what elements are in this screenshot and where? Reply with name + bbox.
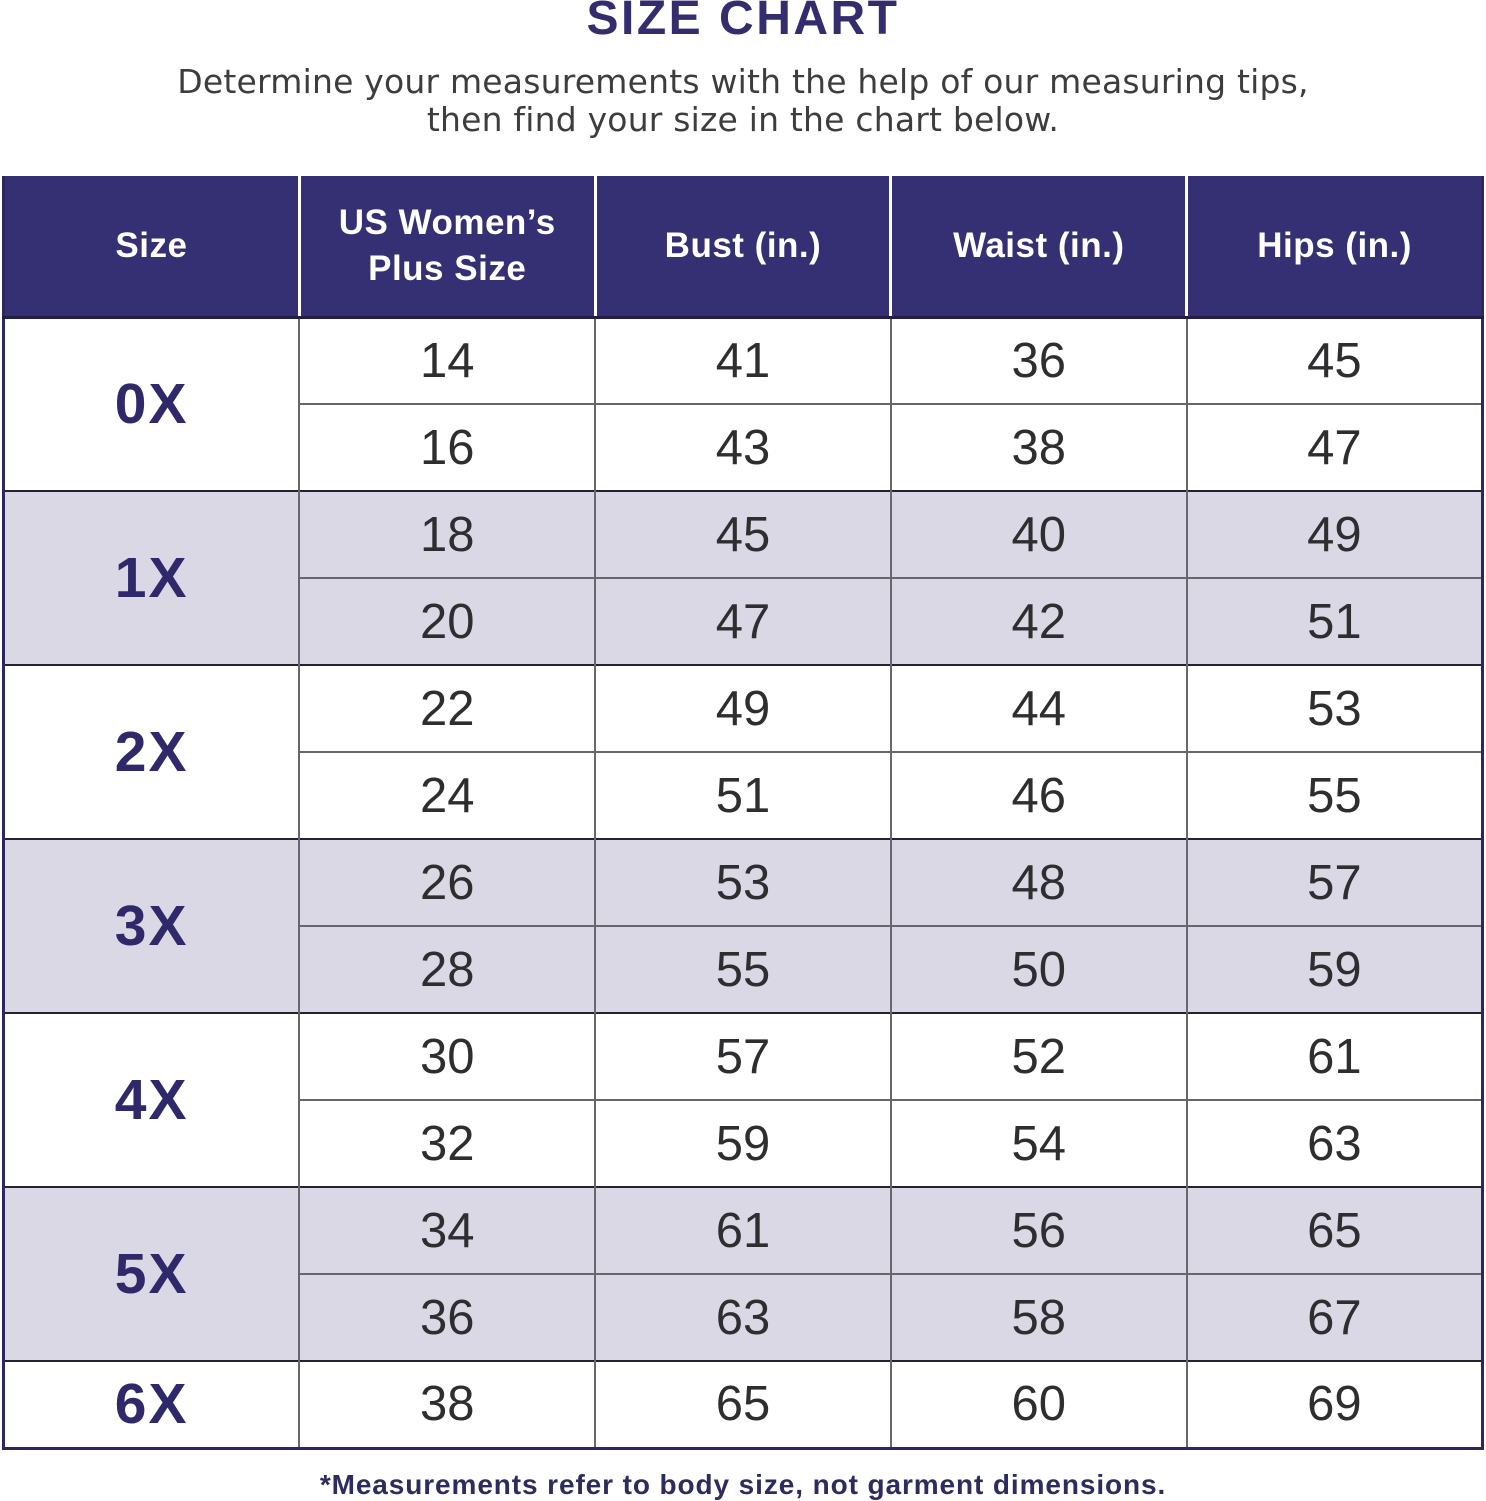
column-header-size: Size: [3, 176, 300, 319]
cell-bust: 65: [594, 1360, 891, 1448]
cell-waist: 40: [889, 490, 1187, 579]
table-row: 6X 38 65 60 69: [3, 1360, 1483, 1448]
size-label-2x: 2X: [3, 664, 300, 839]
cell-bust: 47: [594, 578, 891, 665]
table-row: 32 59 54 63: [4, 1100, 1483, 1187]
cell-waist: 60: [889, 1360, 1187, 1448]
cell-hips: 51: [1185, 578, 1483, 665]
cell-bust: 51: [594, 752, 891, 839]
cell-plus-size: 28: [298, 926, 596, 1013]
cell-hips: 57: [1185, 838, 1483, 927]
table-header: Size US Women’s Plus Size Bust (in.) Wai…: [3, 176, 1483, 319]
column-header-waist: Waist (in.): [889, 176, 1187, 319]
table-row: 0X 14 41 36 45: [3, 316, 1483, 491]
column-header-bust: Bust (in.): [593, 176, 891, 319]
size-label-3x: 3X: [3, 838, 300, 1013]
cell-bust: 59: [594, 1100, 891, 1187]
cell-waist: 48: [889, 838, 1187, 927]
cell-bust: 57: [594, 1012, 891, 1101]
cell-hips: 49: [1185, 490, 1483, 579]
cell-hips: 69: [1185, 1360, 1483, 1448]
cell-plus-size: 22: [298, 664, 596, 753]
cell-waist: 44: [889, 664, 1187, 753]
size-label-0x: 0X: [3, 316, 300, 491]
table-row: 16 43 38 47: [4, 404, 1483, 491]
footnote: *Measurements refer to body size, not ga…: [319, 1468, 1167, 1500]
size-label-6x: 6X: [3, 1360, 300, 1448]
cell-hips: 59: [1185, 926, 1483, 1013]
table-row: 24 51 46 55: [4, 752, 1483, 839]
cell-hips: 55: [1185, 752, 1483, 839]
cell-hips: 61: [1185, 1012, 1483, 1101]
column-header-hips: Hips (in.): [1185, 176, 1483, 319]
cell-bust: 61: [594, 1186, 891, 1275]
cell-waist: 50: [889, 926, 1187, 1013]
table-row: 1X 18 45 40 49: [3, 490, 1483, 665]
cell-bust: 43: [594, 404, 891, 491]
table-row: 4X 30 57 52 61: [3, 1012, 1483, 1187]
size-label-4x: 4X: [3, 1012, 300, 1187]
page-title: SIZE CHART: [586, 0, 900, 45]
table-row: 28 55 50 59: [4, 926, 1483, 1013]
cell-bust: 63: [594, 1274, 891, 1361]
cell-bust: 45: [594, 490, 891, 579]
cell-waist: 38: [889, 404, 1187, 491]
cell-bust: 53: [594, 838, 891, 927]
cell-waist: 56: [889, 1186, 1187, 1275]
table-row: 3X 26 53 48 57: [3, 838, 1483, 1013]
cell-waist: 58: [889, 1274, 1187, 1361]
cell-hips: 45: [1185, 316, 1483, 405]
size-label-1x: 1X: [3, 490, 300, 665]
cell-plus-size: 26: [298, 838, 596, 927]
cell-hips: 47: [1185, 404, 1483, 491]
subtitle-line-2: then find your size in the chart below.: [426, 100, 1060, 139]
table-row: 5X 34 61 56 65: [3, 1186, 1483, 1361]
cell-plus-size: 20: [298, 578, 596, 665]
cell-plus-size: 18: [298, 490, 596, 579]
cell-hips: 65: [1185, 1186, 1483, 1275]
cell-plus-size: 30: [298, 1012, 596, 1101]
size-chart-table: Size US Women’s Plus Size Bust (in.) Wai…: [2, 176, 1484, 1450]
cell-waist: 54: [889, 1100, 1187, 1187]
cell-plus-size: 34: [298, 1186, 596, 1275]
table-row: 2X 22 49 44 53: [3, 664, 1483, 839]
subtitle-line-1: Determine your measurements with the hel…: [177, 62, 1309, 101]
cell-plus-size: 38: [298, 1360, 596, 1448]
cell-bust: 41: [594, 316, 891, 405]
cell-waist: 46: [889, 752, 1187, 839]
cell-plus-size: 36: [298, 1274, 596, 1361]
cell-plus-size: 14: [298, 316, 596, 405]
cell-plus-size: 32: [298, 1100, 596, 1187]
cell-waist: 42: [889, 578, 1187, 665]
cell-bust: 49: [594, 664, 891, 753]
cell-hips: 67: [1185, 1274, 1483, 1361]
column-header-us-womens-plus-size: US Women’s Plus Size: [297, 176, 596, 319]
table-row: 20 47 42 51: [4, 578, 1483, 665]
cell-plus-size: 16: [298, 404, 596, 491]
cell-bust: 55: [594, 926, 891, 1013]
cell-hips: 53: [1185, 664, 1483, 753]
subtitle: Determine your measurements with the hel…: [0, 63, 1486, 139]
cell-waist: 52: [889, 1012, 1187, 1101]
table-row: 36 63 58 67: [4, 1274, 1483, 1361]
cell-plus-size: 24: [298, 752, 596, 839]
header-row: Size US Women’s Plus Size Bust (in.) Wai…: [3, 176, 1483, 319]
size-label-5x: 5X: [3, 1186, 300, 1361]
cell-hips: 63: [1185, 1100, 1483, 1187]
cell-waist: 36: [889, 316, 1187, 405]
